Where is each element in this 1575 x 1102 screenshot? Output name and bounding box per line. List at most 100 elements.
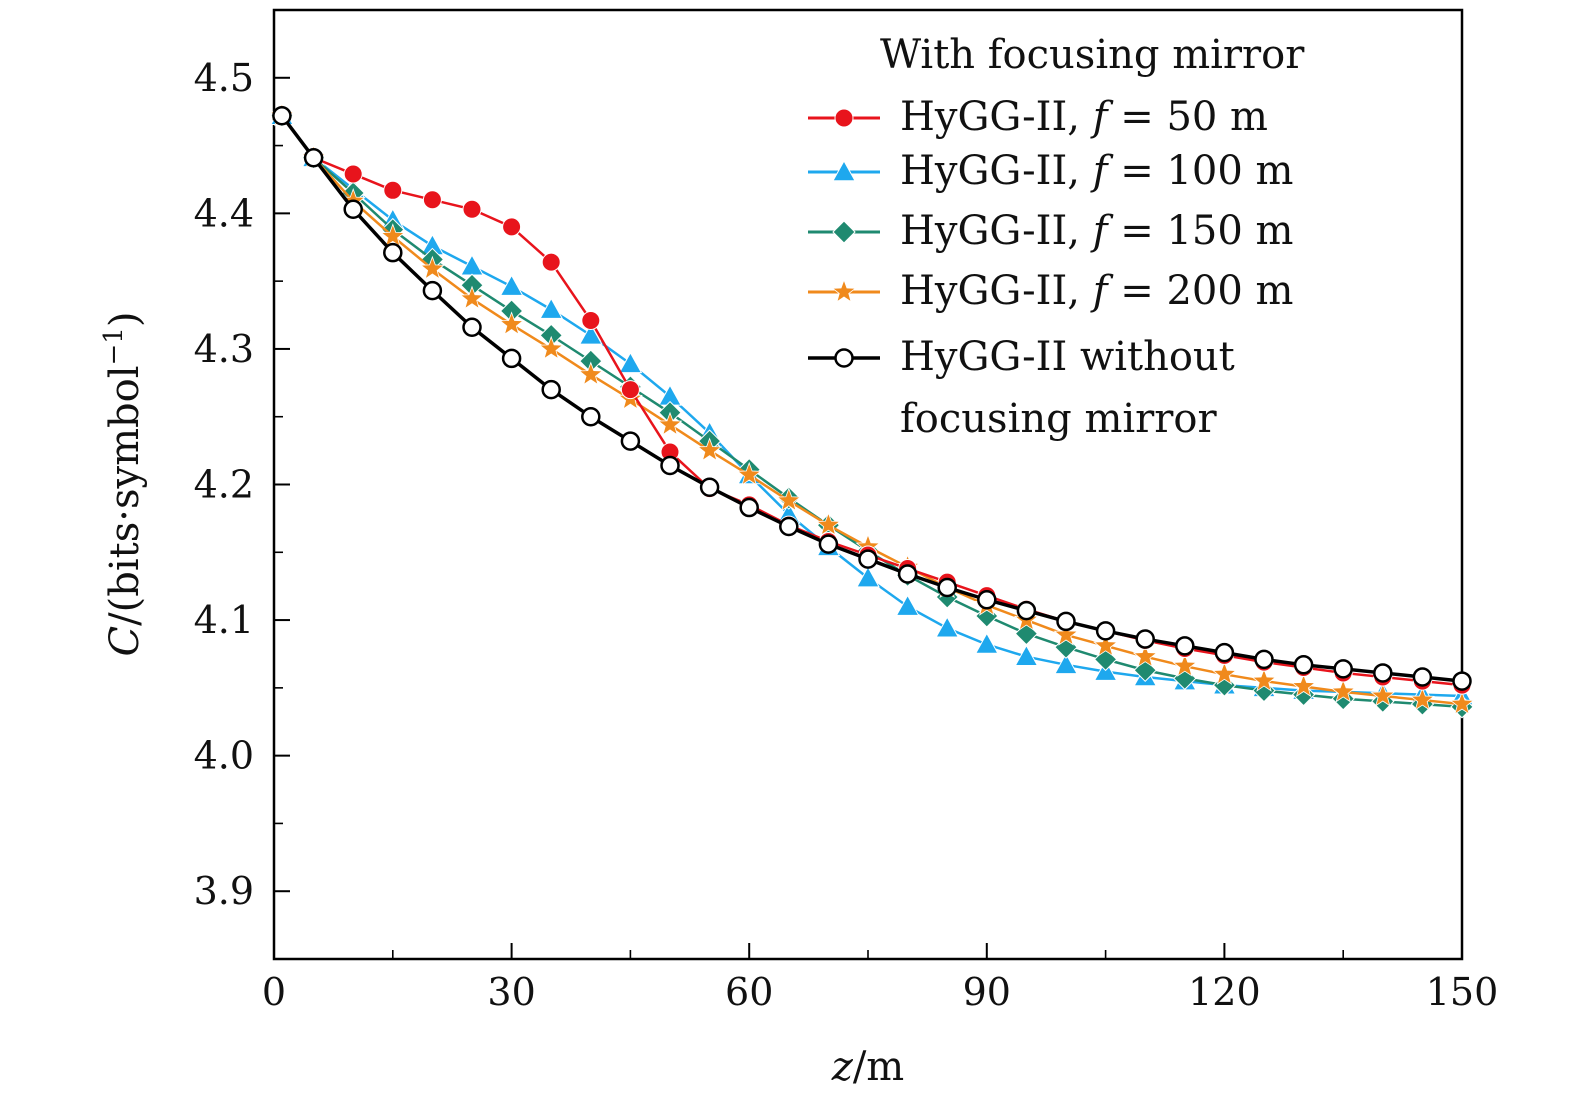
data-point-f200 (1330, 678, 1356, 703)
y-axis-var: C (102, 626, 148, 657)
legend-marker-no-mirror (834, 348, 854, 368)
data-point-f100 (618, 351, 643, 374)
data-point-no-mirror (581, 406, 601, 427)
data-point-f100 (539, 297, 564, 319)
legend-marker-f50 (834, 108, 854, 128)
legend-marker-symbol-f200 (831, 278, 857, 303)
x-tick-label: 120 (1188, 970, 1261, 1014)
x-tick-label: 150 (1426, 970, 1499, 1014)
data-point-no-mirror (739, 497, 759, 518)
data-point-no-mirror (699, 477, 720, 497)
legend-label-no-mirror-line1: HyGG-II without (900, 334, 1235, 380)
y-axis-unit-sup: −1 (99, 327, 129, 365)
series-no-mirror (272, 105, 1472, 691)
data-point-f50 (581, 310, 601, 330)
data-point-no-mirror (620, 431, 641, 451)
data-point-f150 (1291, 682, 1316, 707)
legend-label-f200: HyGG-II, f = 200 m (900, 268, 1293, 314)
data-point-no-mirror (1293, 655, 1314, 675)
data-point-no-mirror (303, 148, 324, 168)
data-point-no-mirror (1175, 636, 1195, 656)
data-point-no-mirror (501, 348, 522, 369)
data-point-no-mirror (541, 379, 561, 400)
data-point-no-mirror (1016, 600, 1037, 621)
x-axis-ticks: 0 30 60 90 120 150 (262, 943, 1498, 1014)
legend-label-f50: HyGG-II, f = 50 m (900, 94, 1268, 140)
data-point-no-mirror (1452, 671, 1472, 691)
data-point-f100 (974, 632, 999, 654)
data-point-no-mirror (1412, 667, 1433, 687)
data-point-f200 (578, 361, 604, 386)
y-tick-label: 4.3 (194, 327, 254, 371)
data-point-f50 (462, 199, 482, 219)
legend-label-f100: HyGG-II, f = 100 m (900, 148, 1293, 194)
y-tick-label: 4.1 (194, 598, 254, 642)
legend-marker-symbol-f150 (832, 220, 856, 244)
y-axis-ticks: 3.9 4.0 4.1 4.2 4.3 4.4 4.5 (194, 56, 290, 913)
y-axis-unit-close: ) (102, 312, 148, 328)
data-point-f200 (538, 335, 564, 360)
legend-label-no-mirror-line2: focusing mirror (900, 396, 1218, 442)
y-axis-unit: /(bits·symbol (102, 365, 148, 625)
x-axis-title: z/m (831, 1044, 904, 1090)
data-point-f100 (856, 566, 880, 588)
data-point-f200 (1291, 673, 1317, 698)
data-point-f200 (499, 311, 525, 336)
data-point-f100 (895, 594, 920, 616)
data-point-no-mirror (1373, 663, 1393, 683)
legend-label-f150-rest: = 150 m (1108, 208, 1294, 254)
data-point-no-mirror (779, 516, 799, 537)
legend-item-f150: HyGG-II, f = 150 m (808, 208, 1293, 254)
data-point-f100 (499, 274, 524, 296)
data-point-no-mirror (1254, 649, 1274, 670)
legend-label-f50-prefix: HyGG-II, (900, 94, 1093, 140)
legend-marker-f200 (831, 278, 857, 303)
legend-label-f200-rest: = 200 m (1108, 268, 1294, 314)
x-tick-label: 60 (725, 970, 773, 1014)
legend-marker-f100 (832, 159, 856, 182)
data-point-f200 (736, 461, 762, 486)
data-point-f50 (541, 252, 561, 272)
data-point-no-mirror (272, 105, 292, 126)
x-axis-var: z (831, 1044, 854, 1090)
data-point-f200 (1409, 686, 1435, 711)
legend-item-f200: HyGG-II, f = 200 m (808, 268, 1293, 314)
data-point-f100 (1054, 652, 1078, 675)
data-point-f200 (1172, 653, 1198, 677)
x-axis-unit: /m (853, 1044, 904, 1090)
y-tick-label: 4.2 (194, 463, 254, 507)
data-point-no-mirror (1333, 659, 1353, 679)
legend-label-f200-prefix: HyGG-II, (900, 268, 1093, 314)
legend-label-f50-rest: = 50 m (1108, 94, 1269, 140)
data-point-no-mirror (660, 455, 680, 476)
legend-item-f100: HyGG-II, f = 100 m (808, 148, 1293, 194)
data-point-f100 (578, 323, 603, 345)
data-point-f200 (776, 487, 802, 512)
x-tick-label: 0 (262, 970, 286, 1014)
data-point-f50 (383, 180, 403, 200)
data-point-f200 (1093, 632, 1119, 657)
data-point-no-mirror (1214, 642, 1235, 663)
data-point-f200 (459, 285, 485, 310)
data-point-no-mirror (818, 534, 839, 554)
legend-label-f150-prefix: HyGG-II, (900, 208, 1093, 254)
legend-marker-symbol-f100 (832, 159, 856, 182)
legend: With focusing mirror HyGG-II, f = 50 m H… (808, 32, 1305, 442)
series-layer (269, 102, 1475, 719)
y-tick-label: 4.4 (194, 191, 254, 235)
data-point-no-mirror (977, 589, 997, 610)
data-point-f200 (419, 255, 445, 280)
data-point-f200 (380, 223, 406, 248)
data-point-no-mirror (343, 199, 363, 220)
data-point-no-mirror (937, 577, 957, 598)
legend-label-f150: HyGG-II, f = 150 m (900, 208, 1293, 254)
data-point-no-mirror (462, 317, 482, 337)
legend-label-f100-prefix: HyGG-II, (900, 148, 1093, 194)
data-point-f50 (502, 217, 522, 237)
legend-item-f50: HyGG-II, f = 50 m (808, 94, 1268, 140)
data-point-f200 (1370, 682, 1396, 707)
y-tick-label: 3.9 (194, 869, 254, 913)
legend-item-no-mirror: HyGG-II without focusing mirror (808, 334, 1235, 442)
y-tick-label: 4.0 (194, 734, 254, 778)
